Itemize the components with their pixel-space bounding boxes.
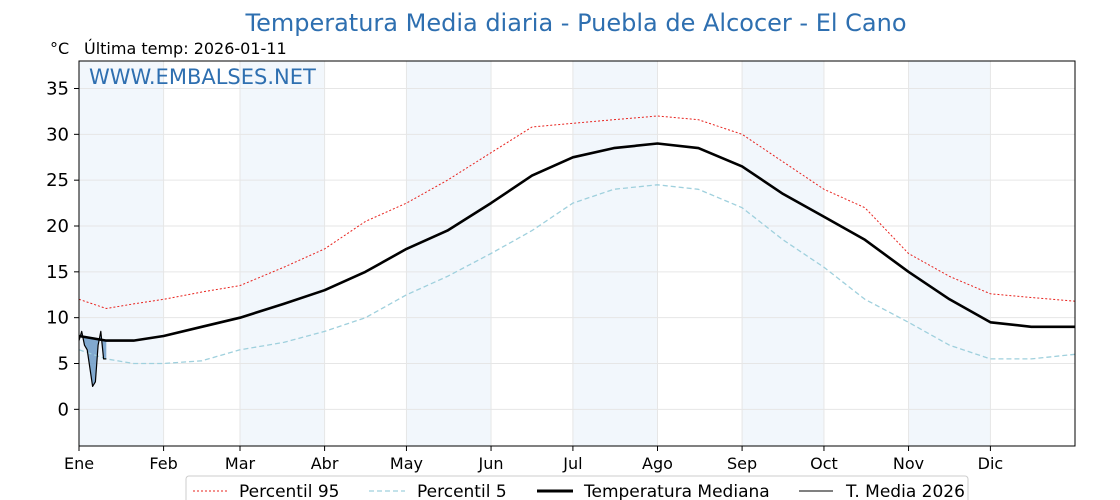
legend-label-median: Temperatura Mediana: [583, 482, 770, 500]
y-tick-label-0: 0: [58, 399, 69, 420]
month-band-ene: [79, 61, 164, 446]
legend-label-2026: T. Media 2026: [845, 482, 965, 500]
x-tick-label-may: May: [390, 454, 423, 473]
x-tick-label-abr: Abr: [311, 454, 339, 473]
last-temp-label: Última temp: 2026-01-11: [84, 39, 287, 58]
legend-box: [185, 475, 969, 500]
x-tick-label-sep: Sep: [727, 454, 757, 473]
y-tick-label-15: 15: [46, 262, 69, 283]
legend-label-p95: Percentil 95: [239, 482, 339, 500]
series-line-2: [78, 142, 1075, 342]
unit-label: °C: [50, 39, 69, 58]
x-tick-label-mar: Mar: [225, 454, 256, 473]
y-axis: 0 5 10 15 20 25 30 35: [46, 79, 79, 420]
series-line-3: [78, 330, 107, 387]
x-axis: Ene Feb Mar Abr May Jun Jul Ago Sep Oct Nov Dic: [64, 446, 1003, 473]
x-tick-label-nov: Nov: [893, 454, 924, 473]
x-tick-label-jul: Jul: [562, 454, 582, 473]
legend: Percentil 95 Percentil 5 Temperatura Med…: [185, 475, 969, 500]
y-tick-label-20: 20: [46, 216, 69, 237]
legend-label-p5: Percentil 5: [417, 482, 507, 500]
series-line-1: [78, 184, 1076, 365]
y-tick-label-25: 25: [46, 170, 69, 191]
y-tick-label-30: 30: [46, 124, 69, 145]
chart-title: Temperatura Media diaria - Puebla de Alc…: [244, 9, 906, 37]
x-tick-label-feb: Feb: [149, 454, 177, 473]
x-tick-label-jun: Jun: [478, 454, 504, 473]
y-tick-label-5: 5: [58, 354, 69, 375]
x-tick-label-oct: Oct: [810, 454, 838, 473]
series-layer: [78, 115, 1076, 387]
month-band-sep: [742, 61, 824, 446]
month-bands: [79, 61, 991, 446]
x-tick-label-dic: Dic: [978, 454, 1004, 473]
anomaly-fill-2026: [79, 331, 107, 387]
month-band-jul: [572, 61, 658, 446]
month-band-nov: [908, 61, 991, 446]
month-band-mar: [239, 61, 325, 446]
month-band-may: [406, 61, 492, 446]
series-line-0: [78, 115, 1076, 309]
y-tick-label-10: 10: [46, 308, 69, 329]
watermark: WWW.EMBALSES.NET: [89, 65, 316, 89]
x-tick-label-ene: Ene: [64, 454, 94, 473]
x-tick-label-ago: Ago: [642, 454, 673, 473]
plot-frame: [78, 60, 1076, 447]
y-tick-label-35: 35: [46, 79, 69, 100]
